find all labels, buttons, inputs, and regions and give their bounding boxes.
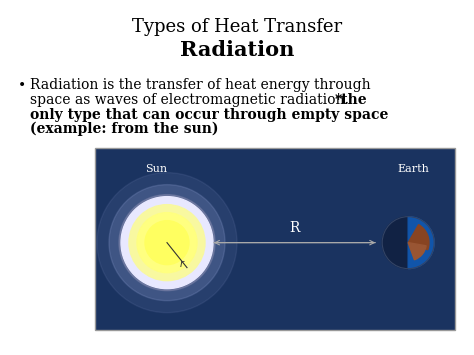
Wedge shape	[408, 242, 426, 260]
Circle shape	[109, 185, 225, 301]
Circle shape	[121, 197, 213, 289]
Text: *the: *the	[335, 93, 368, 107]
Wedge shape	[408, 225, 429, 250]
Text: Radiation: Radiation	[180, 40, 294, 60]
Text: r: r	[180, 259, 184, 269]
Text: •: •	[18, 78, 26, 92]
Text: Types of Heat Transfer: Types of Heat Transfer	[132, 18, 342, 36]
Text: Earth: Earth	[397, 164, 429, 174]
Circle shape	[129, 204, 205, 281]
Wedge shape	[408, 217, 434, 269]
Circle shape	[119, 195, 215, 291]
Text: R: R	[290, 221, 300, 235]
Circle shape	[97, 173, 237, 313]
Text: space as waves of electromagnetic radiation.: space as waves of electromagnetic radiat…	[30, 93, 353, 107]
Wedge shape	[382, 217, 408, 269]
Text: (example: from the sun): (example: from the sun)	[30, 122, 219, 136]
Text: Sun: Sun	[145, 164, 167, 174]
Circle shape	[137, 213, 197, 273]
Circle shape	[145, 221, 189, 264]
Text: only type that can occur through empty space: only type that can occur through empty s…	[30, 108, 388, 122]
Text: Radiation is the transfer of heat energy through: Radiation is the transfer of heat energy…	[30, 78, 371, 92]
FancyBboxPatch shape	[95, 148, 455, 330]
